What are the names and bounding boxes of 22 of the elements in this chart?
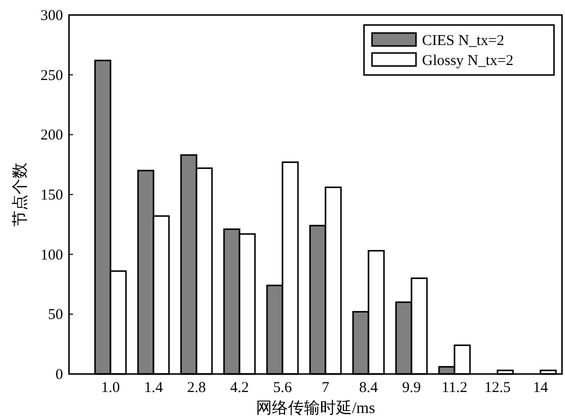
x-tick-label: 1.0	[101, 380, 120, 396]
legend-label: Glossy N_tx=2	[422, 53, 514, 69]
x-tick-label: 5.6	[273, 380, 292, 396]
x-tick-label: 7	[322, 380, 330, 396]
x-tick-label: 9.9	[402, 380, 421, 396]
y-axis-title: 节点个数	[11, 162, 29, 226]
x-tick-label: 4.2	[230, 380, 249, 396]
y-tick-label: 0	[56, 367, 63, 383]
x-tick-label: 14	[533, 380, 548, 396]
x-tick-label: 8.4	[359, 380, 378, 396]
x-tick-label: 11.2	[442, 380, 468, 396]
y-tick-label: 200	[40, 128, 63, 144]
x-tick-label: 1.4	[144, 380, 164, 396]
x-axis-title: 网络传输时延/ms	[256, 399, 376, 417]
y-tick-label: 300	[40, 8, 63, 24]
y-tick-label: 50	[48, 307, 63, 324]
y-tick-label: 250	[40, 68, 63, 84]
legend-label: CIES N_tx=2	[422, 33, 504, 49]
y-tick-label: 150	[40, 188, 63, 204]
x-tick-label: 2.8	[187, 380, 206, 396]
x-tick-label: 12.5	[484, 380, 511, 396]
y-tick-label: 100	[40, 247, 63, 264]
